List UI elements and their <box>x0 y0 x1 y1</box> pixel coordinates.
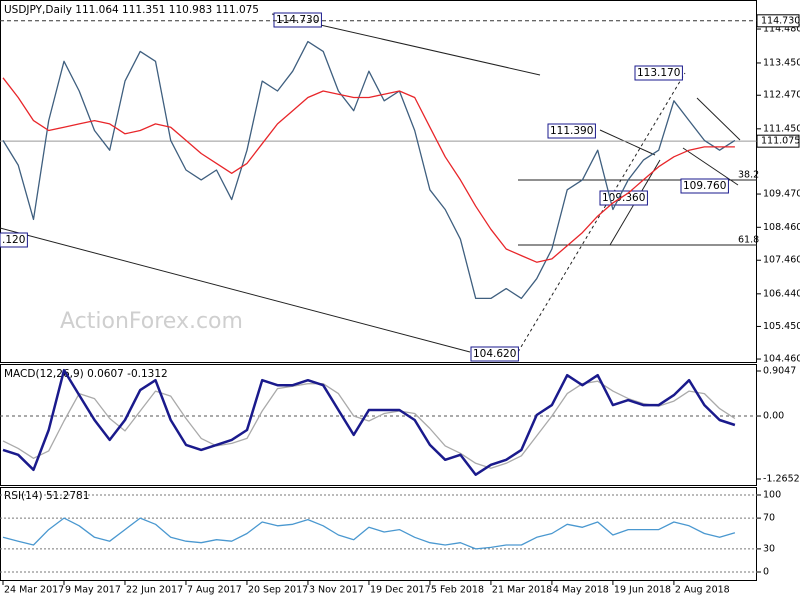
y-tick-label: 106.440 <box>763 288 800 299</box>
series-line <box>2 368 736 476</box>
annotation-box <box>599 190 648 206</box>
watermark: ActionForex.com <box>60 309 243 334</box>
annotation-box <box>547 123 596 139</box>
y-tick-label: 0.9047 <box>763 365 796 376</box>
annotation: 104.620 <box>473 348 516 360</box>
annotation-box <box>273 12 322 28</box>
price-label: 111.075 <box>761 136 800 147</box>
y-tick-label: 113.450 <box>763 57 800 68</box>
y-tick-label: 0.00 <box>763 411 784 422</box>
y-tick-label: 111.450 <box>763 123 800 134</box>
annotation: 114.730 <box>276 14 319 26</box>
y-tick-label: 100 <box>763 490 781 501</box>
rsi-panel <box>0 487 757 581</box>
x-tick-label: 20 Sep 2017 <box>248 585 308 596</box>
series-line <box>2 517 736 550</box>
annotation-box <box>634 65 683 81</box>
macd-panel <box>0 364 757 486</box>
y-tick-label: 104.460 <box>763 354 800 365</box>
x-tick-label: 21 Mar 2018 <box>492 585 552 596</box>
y-tick-label: 107.460 <box>763 255 800 266</box>
x-tick-label: 4 May 2018 <box>553 585 609 596</box>
price-label: 114.730 <box>761 15 800 26</box>
annotation: 109.360 <box>602 192 645 204</box>
y-tick-label: 0 <box>763 566 769 577</box>
annotation-box <box>470 346 519 362</box>
annotation: .120 <box>2 234 25 246</box>
x-tick-label: 3 Nov 2017 <box>309 585 364 596</box>
annotation-box <box>0 232 28 248</box>
panel-title: RSI(14) 51.2781 <box>4 490 89 502</box>
price-panel <box>0 0 757 363</box>
panel-title: MACD(12,26,9) 0.0607 -0.1312 <box>4 368 168 380</box>
fib-label: 38.2 <box>738 170 759 181</box>
trendline <box>696 97 741 141</box>
x-tick-label: 2 Aug 2018 <box>675 585 730 596</box>
x-tick-label: 9 May 2017 <box>65 585 121 596</box>
price-label-box <box>756 14 800 28</box>
x-tick-label: 7 Aug 2017 <box>187 585 242 596</box>
annotation-box <box>680 178 729 194</box>
annotation: 111.390 <box>550 125 593 137</box>
x-tick-label: 5 Feb 2018 <box>431 585 484 596</box>
x-tick-label: 22 Jun 2017 <box>126 585 183 596</box>
annotation: 109.760 <box>683 180 726 192</box>
y-tick-label: -1.2652 <box>763 473 800 484</box>
y-tick-label: 30 <box>763 543 775 554</box>
panel-title: USDJPY,Daily 111.064 111.351 110.983 111… <box>4 4 259 16</box>
y-tick-label: 114.480 <box>763 24 800 35</box>
fib-label: 61.8 <box>738 235 759 246</box>
y-tick-label: 112.470 <box>763 90 800 101</box>
x-tick-label: 19 Dec 2017 <box>370 585 431 596</box>
y-tick-label: 105.450 <box>763 321 800 332</box>
x-tick-label: 24 Mar 2017 <box>4 585 64 596</box>
y-tick-label: 70 <box>763 513 775 524</box>
price-label-box <box>756 134 800 148</box>
trendline <box>599 129 656 156</box>
trendlines <box>0 13 757 353</box>
series-line <box>2 77 735 263</box>
x-tick-label: 19 Jun 2018 <box>614 585 671 596</box>
y-tick-label: 109.470 <box>763 189 800 200</box>
series-line <box>2 40 736 300</box>
annotations: 114.730 113.170 111.390 109.760 109.360 … <box>0 12 759 362</box>
annotation: 113.170 <box>637 67 680 79</box>
trendline <box>0 227 471 353</box>
y-tick-label: 108.460 <box>763 222 800 233</box>
series-line <box>2 380 736 469</box>
